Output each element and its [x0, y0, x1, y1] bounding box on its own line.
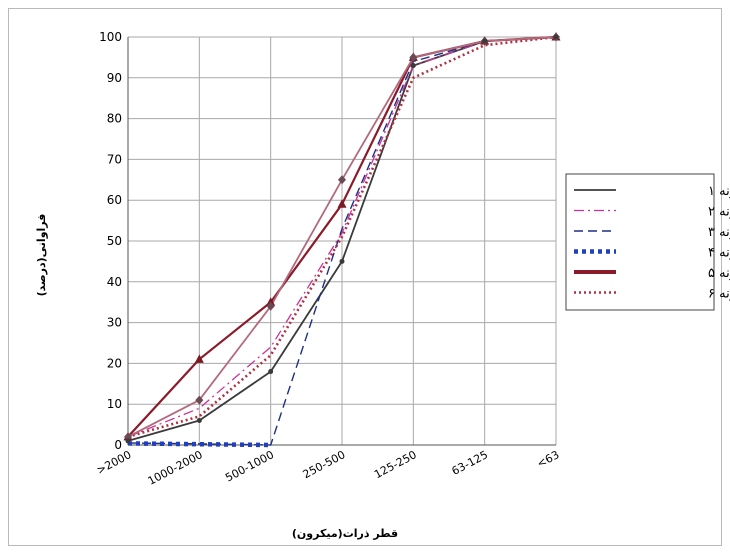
legend-label: نمونه ۳ [708, 225, 730, 240]
x-tick-label: 125-250 [372, 448, 419, 481]
legend-box [565, 173, 715, 311]
dot-marker [482, 38, 488, 44]
legend-label: نمونه ۱ [708, 184, 730, 199]
legend-label: نمونه ۶ [708, 287, 730, 302]
dot-marker [268, 369, 274, 375]
x-tick-label: 63-125 [450, 448, 491, 478]
triangle-marker [266, 297, 276, 306]
y-axis-title: فراوانی(درصد) [35, 214, 48, 297]
legend-label: نمونه ۴ [708, 246, 730, 261]
y-tick-label: 60 [107, 193, 122, 207]
y-tick-label: 30 [107, 316, 122, 330]
series-markers [123, 32, 561, 444]
x-tick-label: >2000 [94, 448, 133, 477]
plot-area-border [127, 37, 556, 446]
y-tick-label: 0 [114, 438, 122, 452]
series-line [127, 36, 557, 446]
triangle-marker [337, 199, 347, 208]
diamond-marker [338, 175, 346, 185]
gridlines [127, 36, 557, 446]
legend: نمونه ۱ نمونه ۲ نمونه ۳ نمونه ۴ نمونه ۵ نمونه… [565, 173, 730, 311]
y-tick-label: 50 [107, 234, 122, 248]
diamond-marker [266, 301, 275, 311]
dot-marker [196, 418, 202, 424]
y-tick-label: 10 [107, 397, 122, 411]
diamond-marker [195, 395, 204, 405]
y-tick-label: 100 [99, 30, 122, 44]
x-tick-labels: >2000 1000-2000 500-1000 250-500 125-250 63-1… [94, 448, 561, 488]
dot-marker [339, 258, 345, 264]
x-tick-label: 250-500 [301, 448, 348, 481]
x-tick-label: 1000-2000 [146, 448, 205, 488]
y-tick-label: 80 [107, 112, 122, 126]
diamond-marker [124, 432, 132, 442]
x-tick-label: <63 [535, 448, 562, 470]
y-tick-label: 20 [107, 356, 122, 370]
legend-label: نمونه ۲ [708, 205, 730, 220]
x-axis-title: قطر ذرات(میکرون) [292, 527, 398, 540]
y-tick-label: 90 [107, 71, 122, 85]
dot-marker [125, 438, 131, 444]
y-tick-label: 70 [107, 152, 122, 166]
y-tick-labels: 0 10 20 30 40 50 60 70 80 90 100 [99, 30, 122, 452]
y-tick-label: 40 [107, 275, 122, 289]
triangle-marker [194, 354, 204, 363]
dot-marker [553, 34, 559, 40]
dot-marker [410, 63, 416, 69]
series-line [127, 35, 557, 439]
x-tick-label: 500-1000 [223, 448, 276, 484]
diamond-marker [409, 52, 418, 62]
legend-label: نمونه ۵ [708, 266, 730, 281]
